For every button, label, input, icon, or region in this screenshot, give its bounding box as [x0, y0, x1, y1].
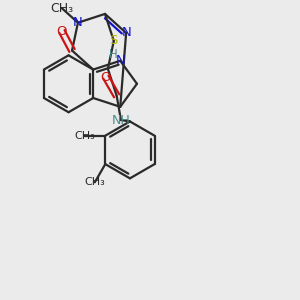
Text: S: S: [110, 34, 118, 47]
Text: NH: NH: [112, 113, 130, 127]
Text: N: N: [73, 16, 83, 29]
Text: CH₃: CH₃: [84, 177, 105, 187]
Text: CH₃: CH₃: [74, 131, 95, 141]
Text: O: O: [57, 25, 67, 38]
Text: N: N: [116, 54, 125, 67]
Text: H: H: [109, 48, 118, 61]
Text: CH₃: CH₃: [50, 2, 74, 15]
Text: N: N: [121, 26, 131, 39]
Text: O: O: [100, 71, 111, 84]
